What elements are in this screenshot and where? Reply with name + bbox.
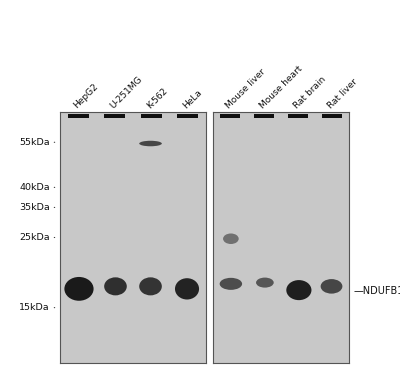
Text: 55kDa: 55kDa bbox=[19, 138, 50, 147]
Text: Mouse liver: Mouse liver bbox=[224, 67, 267, 110]
Text: HepG2: HepG2 bbox=[72, 82, 100, 110]
Text: 35kDa: 35kDa bbox=[19, 203, 50, 212]
Bar bbox=[104, 114, 125, 119]
Ellipse shape bbox=[223, 233, 239, 244]
Ellipse shape bbox=[104, 278, 127, 295]
Bar bbox=[220, 114, 240, 119]
Bar bbox=[254, 114, 274, 119]
Ellipse shape bbox=[321, 279, 342, 294]
Text: 25kDa: 25kDa bbox=[19, 233, 50, 242]
Text: Mouse heart: Mouse heart bbox=[258, 64, 304, 110]
Text: Rat brain: Rat brain bbox=[292, 75, 328, 110]
Ellipse shape bbox=[286, 280, 312, 300]
Ellipse shape bbox=[139, 278, 162, 295]
Bar bbox=[141, 114, 162, 119]
Text: HeLa: HeLa bbox=[181, 88, 204, 110]
Text: Rat liver: Rat liver bbox=[326, 77, 359, 110]
Ellipse shape bbox=[256, 278, 274, 288]
Bar bbox=[322, 114, 342, 119]
Ellipse shape bbox=[175, 278, 199, 300]
Bar bbox=[68, 114, 89, 119]
Text: K-562: K-562 bbox=[145, 86, 169, 110]
Text: 40kDa: 40kDa bbox=[19, 183, 50, 192]
Ellipse shape bbox=[139, 141, 162, 146]
Text: U-251MG: U-251MG bbox=[108, 74, 144, 110]
Text: —NDUFB11: —NDUFB11 bbox=[353, 286, 400, 296]
Ellipse shape bbox=[64, 277, 94, 301]
Text: 15kDa: 15kDa bbox=[19, 303, 50, 312]
Ellipse shape bbox=[220, 278, 242, 290]
Bar bbox=[288, 114, 308, 119]
Bar bbox=[177, 114, 198, 119]
